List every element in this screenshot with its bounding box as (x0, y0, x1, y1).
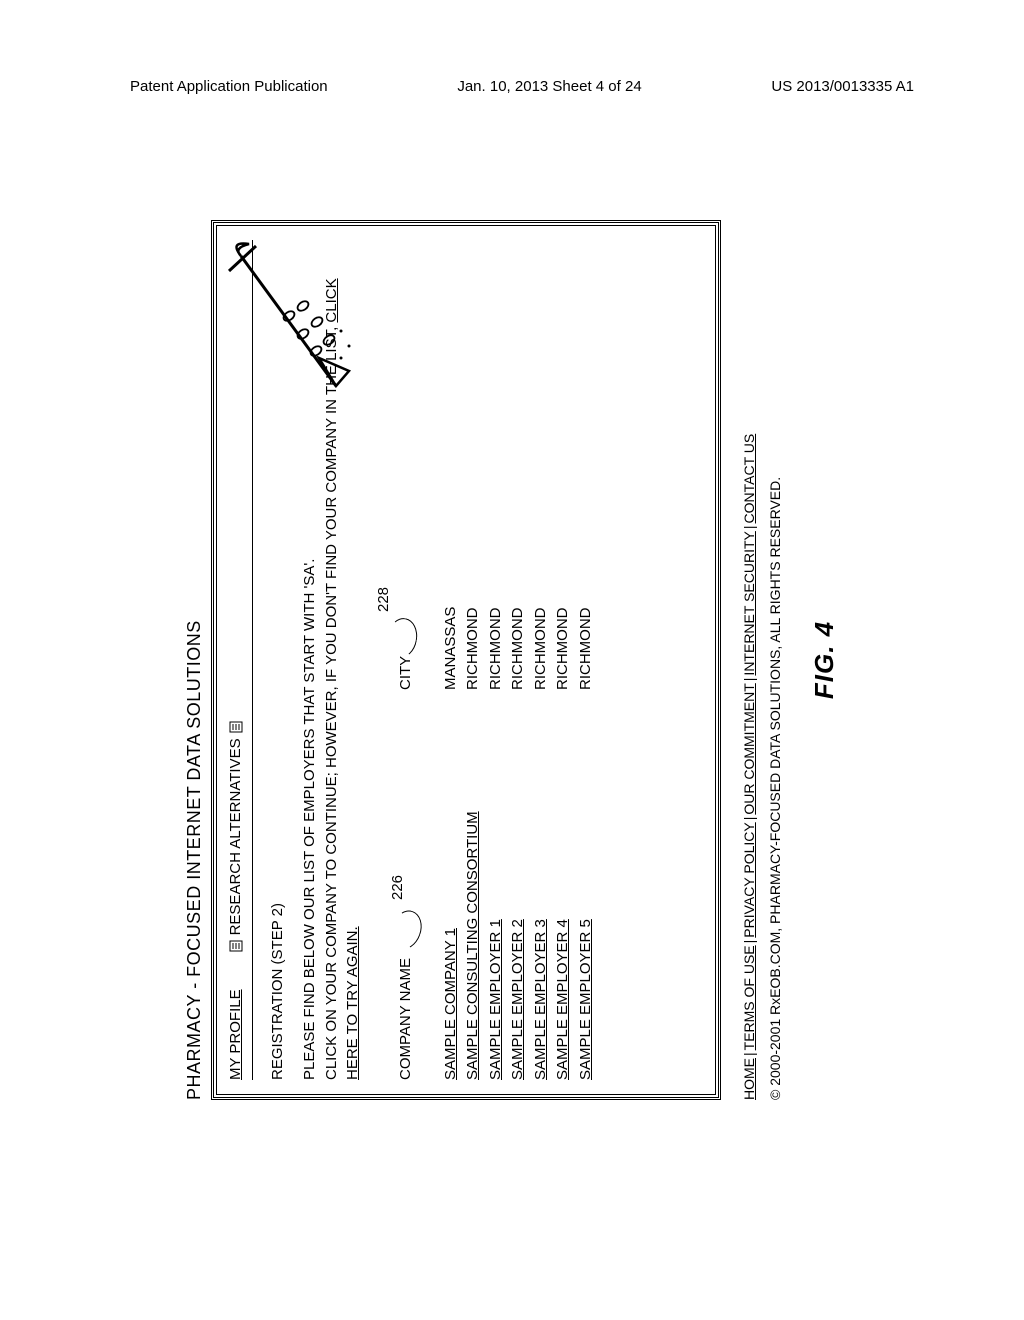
city-cell: RICHMOND (485, 490, 508, 690)
table-row: SAMPLE EMPLOYER 2RICHMOND (507, 240, 530, 1080)
company-link[interactable]: SAMPLE EMPLOYER 1 (485, 690, 508, 1080)
header-center: Jan. 10, 2013 Sheet 4 of 24 (457, 78, 641, 95)
figure-content: PHARMACY - FOCUSED INTERNET DATA SOLUTIO… (184, 220, 840, 1100)
nav-my-profile[interactable]: MY PROFILE (227, 989, 244, 1080)
column-company-label: COMPANY NAME (397, 958, 414, 1080)
callout-228: 228 (375, 587, 392, 612)
footer-separator: | (741, 1050, 757, 1058)
footer-separator: | (741, 523, 757, 531)
city-cell: RICHMOND (530, 490, 553, 690)
copyright: © 2000-2001 RxEOB.COM, PHARMACY-FOCUSED … (767, 220, 783, 1100)
column-city-label: CITY (397, 656, 414, 690)
app-inner: MY PROFILE RESEARCH ALTERNATIVES REGISTR… (216, 225, 716, 1095)
rows-container: SAMPLE COMPANY 1MANASSASSAMPLE CONSULTIN… (440, 240, 598, 1080)
city-cell: RICHMOND (462, 490, 485, 690)
table-row: SAMPLE EMPLOYER 1RICHMOND (485, 240, 508, 1080)
column-header-city: CITY 228 (397, 490, 414, 690)
footer-link[interactable]: HOME (741, 1058, 757, 1100)
footer-separator: | (741, 938, 757, 946)
employer-table: COMPANY NAME 226 CITY 228 SAMPLE COMPANY… (397, 240, 598, 1080)
footer-link[interactable]: INTERNET SECURITY (741, 531, 757, 675)
company-link[interactable]: SAMPLE EMPLOYER 2 (507, 690, 530, 1080)
callout-arc-icon (385, 906, 427, 954)
logo-medicine-dropper-icon (221, 236, 361, 406)
city-cell: RICHMOND (507, 490, 530, 690)
company-link[interactable]: SAMPLE EMPLOYER 5 (575, 690, 598, 1080)
figure-label: FIG. 4 (809, 220, 840, 1100)
app-frame: MY PROFILE RESEARCH ALTERNATIVES REGISTR… (211, 220, 721, 1100)
column-header-company: COMPANY NAME 226 (397, 690, 414, 1080)
footer-separator: | (741, 815, 757, 823)
footer-link[interactable]: PRIVACY POLICY (741, 822, 757, 937)
company-link[interactable]: SAMPLE COMPANY 1 (440, 690, 463, 1080)
footer-links: HOME|TERMS OF USE|PRIVACY POLICY|OUR COM… (741, 220, 757, 1100)
footer-link[interactable]: TERMS OF USE (741, 945, 757, 1050)
table-row: SAMPLE EMPLOYER 4RICHMOND (552, 240, 575, 1080)
header-right: US 2013/0013335 A1 (771, 78, 914, 95)
header-left: Patent Application Publication (130, 78, 328, 95)
city-cell: RICHMOND (552, 490, 575, 690)
table-row: SAMPLE CONSULTING CONSORTIUMRICHMOND (462, 240, 485, 1080)
footer-link[interactable]: CONTACT US (741, 434, 757, 524)
company-link[interactable]: SAMPLE EMPLOYER 3 (530, 690, 553, 1080)
footer: HOME|TERMS OF USE|PRIVACY POLICY|OUR COM… (741, 220, 783, 1100)
nav-research-label: RESEARCH ALTERNATIVES (227, 738, 244, 935)
nav-research-alternatives[interactable]: RESEARCH ALTERNATIVES (227, 720, 244, 953)
table-row: SAMPLE EMPLOYER 3RICHMOND (530, 240, 553, 1080)
callout-226: 226 (389, 875, 406, 900)
column-headers: COMPANY NAME 226 CITY 228 (397, 240, 414, 1080)
app-title: PHARMACY - FOCUSED INTERNET DATA SOLUTIO… (184, 220, 205, 1100)
company-link[interactable]: SAMPLE EMPLOYER 4 (552, 690, 575, 1080)
city-cell: MANASSAS (440, 490, 463, 690)
company-link[interactable]: SAMPLE CONSULTING CONSORTIUM (462, 690, 485, 1080)
document-icon (229, 939, 243, 953)
callout-arc-icon (384, 616, 420, 661)
table-row: SAMPLE COMPANY 1MANASSAS (440, 240, 463, 1080)
instruction-2-text: CLICK ON YOUR COMPANY TO CONTINUE; HOWEV… (323, 323, 340, 1080)
footer-separator: | (741, 676, 757, 684)
table-row: SAMPLE EMPLOYER 5RICHMOND (575, 240, 598, 1080)
patent-page-header: Patent Application Publication Jan. 10, … (0, 78, 1024, 95)
city-cell: RICHMOND (575, 490, 598, 690)
footer-link[interactable]: OUR COMMITMENT (741, 683, 757, 814)
document-icon (229, 720, 243, 734)
